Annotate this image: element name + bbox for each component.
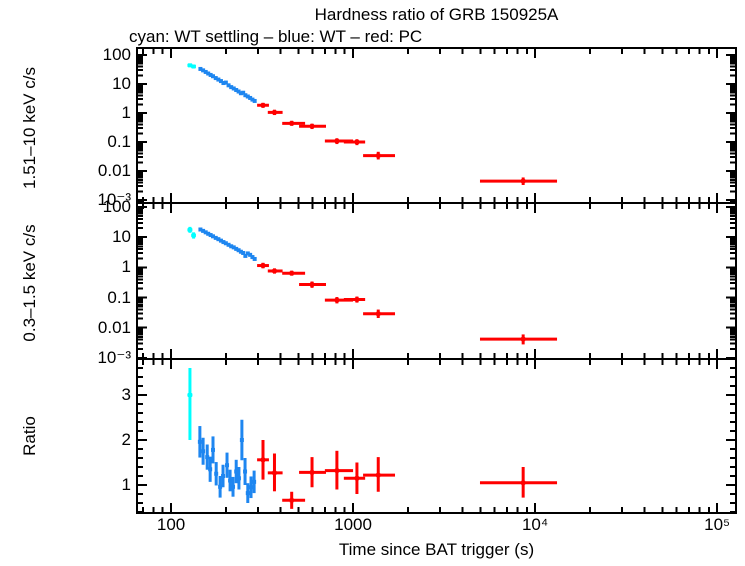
y-tick-label-hard-band: 10 (112, 73, 131, 93)
chart-legend-text: cyan: WT settling – blue: WT – red: PC (129, 27, 423, 46)
y-tick-label-soft-band: 0.1 (107, 287, 131, 307)
y-tick-label-ratio: 2 (121, 430, 131, 449)
y-tick-label-soft-band: 100 (102, 197, 131, 217)
y-tick-label-soft-band: 0.01 (97, 317, 131, 337)
y-tick-label-hard-band: 0.01 (97, 161, 131, 181)
x-tick-label: 10⁴ (521, 515, 549, 534)
x-tick-label: 1000 (334, 515, 372, 534)
x-tick-label: 100 (156, 515, 186, 534)
y-tick-label-soft-band: 10⁻³ (97, 347, 131, 367)
y-tick-label-hard-band: 0.1 (107, 132, 131, 151)
y-tick-label-ratio: 1 (121, 475, 131, 494)
y-tick-label-hard-band: 1 (121, 102, 131, 122)
y-tick-label-ratio: 3 (121, 385, 131, 404)
x-tick-label: 10⁵ (704, 515, 731, 534)
xlabel-time: Time since BAT trigger (s) (338, 540, 535, 559)
chart-title: Hardness ratio of GRB 150925A (314, 5, 559, 24)
y-tick-label-soft-band: 1 (121, 257, 131, 277)
y-tick-label-soft-band: 10 (112, 227, 131, 247)
y-tick-label-hard-band: 100 (102, 44, 131, 64)
y-tick-label-hard-band: 10⁻³ (97, 190, 131, 210)
